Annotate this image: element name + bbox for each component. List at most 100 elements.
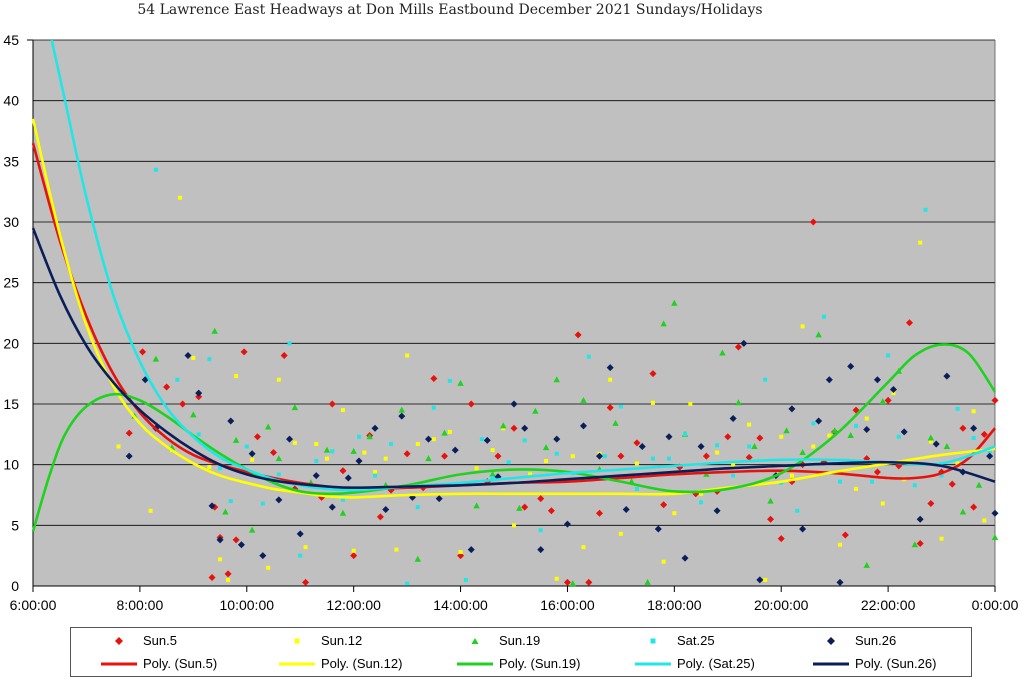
point-sun19-10 — [291, 404, 299, 411]
point-sun5-33 — [537, 495, 545, 503]
point-sun12-30 — [512, 523, 516, 528]
point-sun26-4 — [195, 389, 203, 397]
point-sun5-72 — [980, 430, 988, 438]
point-sun26-45 — [756, 576, 764, 584]
point-sun12-25 — [447, 429, 452, 434]
point-sun26-5 — [208, 502, 216, 510]
point-sun26-14 — [312, 472, 320, 480]
x-tick-label-8: 22:00:00 — [861, 597, 916, 613]
trendline-poly-sun-12- — [31, 118, 996, 499]
point-sun12-9 — [250, 457, 255, 462]
point-sat25-52 — [939, 473, 944, 478]
y-tick-label-10: 10 — [3, 457, 19, 473]
point-sun5-26 — [441, 452, 449, 460]
point-sun19-26 — [532, 407, 539, 414]
point-sun19-47 — [847, 432, 854, 439]
point-sun12-57 — [880, 501, 885, 506]
point-sun26-43 — [729, 415, 737, 423]
point-sun12-3 — [177, 195, 182, 200]
x-tick-label-6: 18:00:00 — [647, 597, 702, 613]
point-sun5-53 — [777, 535, 785, 543]
point-sun5-36 — [574, 331, 582, 339]
point-sun5-2 — [163, 383, 171, 391]
point-sun12-1 — [148, 508, 153, 513]
point-sun5-48 — [724, 433, 732, 441]
y-tick-label-20: 20 — [3, 335, 19, 351]
point-sun26-16 — [344, 474, 352, 482]
point-sun26-23 — [435, 495, 443, 503]
point-sun19-51 — [911, 541, 919, 548]
point-sun26-48 — [799, 525, 807, 533]
point-sat25-30 — [602, 454, 607, 459]
point-sun19-5 — [222, 508, 229, 515]
x-tick-label-7: 20:00:00 — [754, 597, 809, 613]
point-sun5-18 — [339, 467, 347, 475]
point-sat25-22 — [479, 437, 484, 442]
point-sun5-11 — [253, 433, 261, 441]
point-sun26-25 — [467, 546, 475, 554]
legend-label-sun12: Sun.12 — [321, 633, 363, 648]
point-sun5-67 — [927, 499, 935, 507]
point-sun19-14 — [350, 447, 357, 454]
point-sun26-52 — [847, 362, 855, 370]
point-sun26-37 — [638, 442, 646, 450]
point-sun5-50 — [745, 453, 753, 461]
point-sat25-49 — [896, 434, 901, 439]
x-tick-labels: 6:00:00 8:00:00 10:00:00 12:00:00 14:00:00 16… — [10, 597, 1019, 613]
point-sun19-18 — [414, 555, 421, 562]
point-sun5-12 — [270, 449, 277, 457]
point-sun26-7 — [227, 417, 235, 425]
point-sun12-49 — [779, 434, 784, 439]
point-sun5-49 — [734, 343, 742, 351]
point-sun26-40 — [681, 554, 689, 562]
point-sat25-17 — [405, 581, 410, 586]
point-sun19-25 — [516, 504, 523, 511]
point-sun12-6 — [218, 557, 223, 562]
point-sun26-62 — [986, 452, 994, 460]
point-sun12-10 — [266, 565, 271, 570]
point-sun26-39 — [665, 433, 673, 441]
point-sun19-43 — [783, 427, 790, 434]
point-sun12-32 — [544, 459, 549, 464]
point-sat25-18 — [415, 505, 420, 510]
point-sun19-8 — [264, 423, 272, 430]
point-sat25-34 — [666, 456, 671, 461]
point-sun12-64 — [971, 409, 976, 414]
point-sat25-13 — [340, 497, 345, 502]
point-sun26-51 — [836, 578, 844, 586]
point-sun12-55 — [854, 486, 859, 491]
point-sun19-44 — [799, 449, 806, 456]
point-sun12-33 — [554, 576, 559, 581]
point-sun26-13 — [296, 530, 304, 538]
point-sun19-22 — [473, 502, 480, 509]
point-sun26-24 — [451, 446, 459, 454]
point-sun5-70 — [959, 424, 967, 432]
point-sun19-20 — [441, 429, 448, 436]
point-sun26-44 — [740, 339, 748, 347]
legend-label-sun19: Sun.19 — [499, 633, 541, 648]
point-sun26-20 — [398, 412, 406, 420]
point-sat25-31 — [618, 404, 623, 409]
point-sun5-66 — [916, 540, 924, 548]
trendline-poly-sun-26- — [31, 227, 996, 490]
point-sun5-0 — [125, 429, 133, 437]
point-sat25-48 — [886, 353, 891, 358]
point-sun5-4 — [195, 393, 203, 401]
point-sun26-19 — [382, 506, 390, 514]
point-sun19-7 — [248, 526, 256, 533]
point-sun12-20 — [383, 456, 388, 461]
point-sat25-29 — [586, 354, 591, 359]
point-sun5-38 — [596, 509, 604, 517]
point-sun19-53 — [943, 442, 951, 449]
legend-line-poly-sun5 — [101, 662, 137, 666]
point-sun5-40 — [617, 452, 625, 460]
point-sun5-30 — [494, 452, 502, 460]
point-sun12-28 — [490, 448, 495, 453]
point-sat25-38 — [731, 473, 736, 478]
point-sun12-42 — [672, 511, 677, 516]
point-sat25-44 — [821, 314, 826, 319]
point-sun26-59 — [943, 372, 951, 380]
point-sun26-31 — [553, 435, 561, 443]
point-sun5-19 — [350, 552, 358, 560]
point-sat25-10 — [298, 553, 303, 558]
